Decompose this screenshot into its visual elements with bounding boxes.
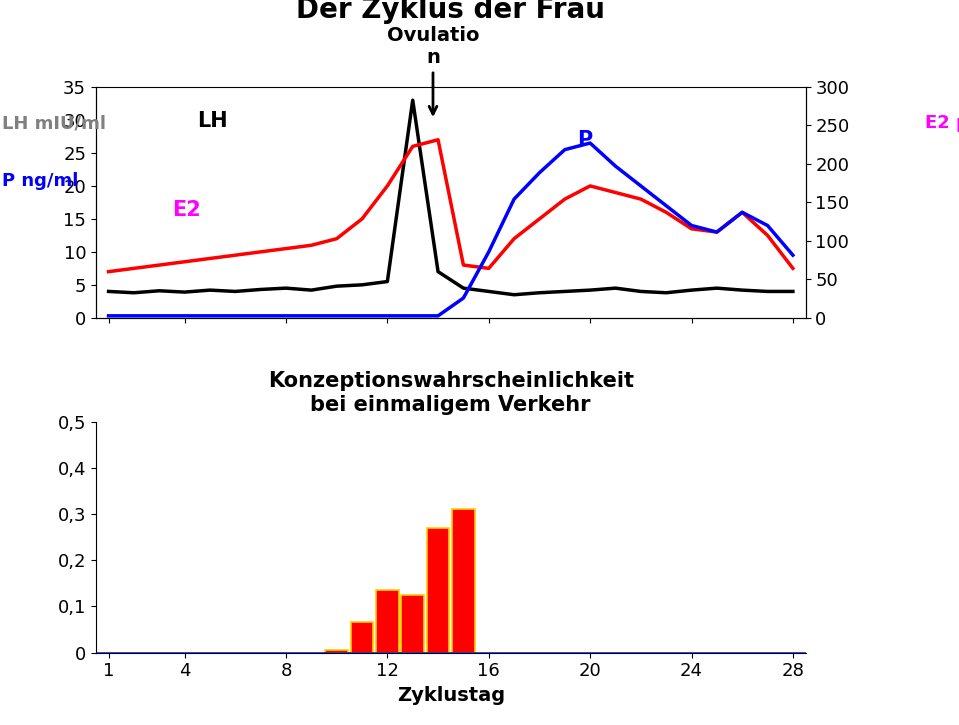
Text: LH: LH	[198, 111, 228, 130]
Text: E2 pg/ml: E2 pg/ml	[925, 115, 959, 132]
Bar	[351, 623, 373, 652]
Text: Ovulatio
n: Ovulatio n	[386, 26, 480, 114]
Text: LH mIU/ml: LH mIU/ml	[2, 115, 105, 132]
Title: Der Zyklus der Frau: Der Zyklus der Frau	[296, 0, 605, 23]
Bar	[401, 594, 424, 652]
Text: P: P	[577, 130, 593, 150]
Title: Konzeptionswahrscheinlichkeit
bei einmaligem Verkehr: Konzeptionswahrscheinlichkeit bei einmal…	[268, 371, 634, 415]
Bar	[376, 590, 399, 652]
Text: E2: E2	[172, 199, 200, 220]
Text: P ng/ml: P ng/ml	[2, 173, 79, 190]
Bar	[452, 510, 475, 652]
Bar	[325, 650, 348, 652]
X-axis label: Zyklustag: Zyklustag	[397, 686, 504, 705]
Bar	[427, 528, 450, 652]
